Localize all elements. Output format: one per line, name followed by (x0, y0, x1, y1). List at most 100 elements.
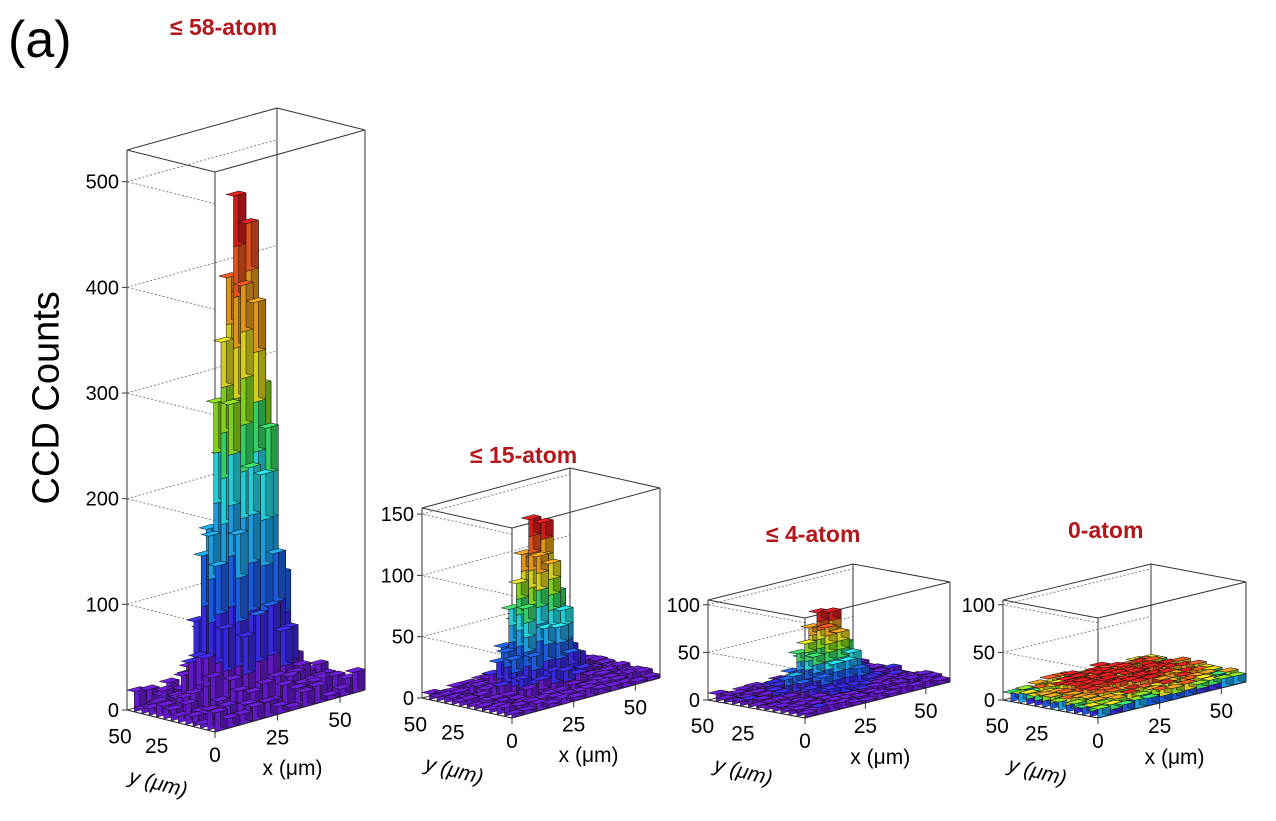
z-tick-label: 500 (86, 172, 119, 194)
y-axis-title: y (μm) (125, 765, 190, 802)
grid-line (421, 575, 513, 596)
bar (306, 680, 329, 705)
grid-line (1002, 651, 1099, 671)
title-15-atom: ≤ 15-atom (470, 442, 578, 468)
bar (1151, 685, 1173, 704)
z-tick-label: 100 (962, 595, 995, 617)
grid-line (126, 498, 216, 522)
y-tick-label: 25 (731, 723, 754, 746)
x-tick-label: 0 (799, 730, 811, 753)
box-edge (569, 467, 661, 489)
bar (319, 690, 341, 701)
grid-line (421, 513, 513, 535)
grid-line (421, 636, 513, 658)
z-tick-label: 50 (392, 627, 414, 649)
y-axis-title: y (μm) (710, 753, 775, 790)
grid-line (421, 535, 571, 576)
box-edge (421, 467, 571, 509)
z-tick-label: 100 (86, 594, 119, 616)
x-tick-label: 50 (328, 709, 351, 732)
bar (929, 676, 951, 686)
bar (627, 676, 648, 686)
lego-panel-3: 0 50 100 0 25 50 50 25 x (μm) y (μm) (962, 563, 1247, 790)
y-tick-label: 25 (1025, 723, 1048, 746)
y-tick-label: 50 (404, 713, 427, 736)
grid-line (126, 181, 216, 205)
x-tick-label: 0 (209, 744, 221, 767)
x-tick-label: 25 (1148, 715, 1171, 738)
x-tick-label: 25 (854, 715, 877, 738)
box-edge (1097, 581, 1247, 619)
grid-line (421, 473, 571, 515)
x-tick-label: 0 (506, 730, 518, 753)
x-tick-label: 25 (266, 727, 289, 750)
grid-line (126, 603, 216, 627)
x-tick-label: 50 (1210, 700, 1233, 723)
box-edge (421, 507, 513, 529)
x-tick-label: 25 (562, 713, 585, 736)
y-tick-label: 50 (985, 715, 1008, 738)
box-edge (214, 129, 366, 173)
y-tick-label: 25 (145, 735, 168, 758)
grid-line (707, 568, 854, 606)
y-tick-label: 50 (691, 715, 714, 738)
x-tick-label: 0 (1092, 730, 1104, 753)
x-axis-title: x (μm) (850, 746, 910, 769)
panel-label: (a) (8, 11, 72, 69)
z-tick-label: 0 (689, 690, 700, 712)
bar (516, 705, 537, 716)
z-tick-label: 300 (86, 383, 119, 405)
z-tick-label: 100 (667, 595, 700, 617)
title-4-atom: ≤ 4-atom (766, 521, 861, 547)
bar (1164, 683, 1185, 701)
grid-line (1002, 568, 1152, 606)
grid-line (707, 651, 806, 671)
bar (1225, 671, 1247, 686)
x-axis-title: x (μm) (559, 744, 619, 767)
y-axis-title: y (μm) (421, 752, 486, 789)
z-tick-label: 150 (381, 504, 414, 526)
box-edge (276, 107, 366, 131)
title-0-atom: 0-atom (1068, 517, 1144, 543)
grid-line (1002, 604, 1099, 624)
bar (1139, 693, 1160, 707)
bar (504, 709, 525, 719)
grid-line (421, 596, 571, 638)
bar (219, 713, 241, 729)
grid-line (1002, 615, 1152, 653)
bar (566, 692, 587, 702)
x-tick-label: 50 (914, 700, 937, 723)
box-edge (1002, 563, 1152, 601)
box-edge (707, 563, 854, 601)
bar (244, 701, 266, 722)
grid-line (126, 286, 216, 310)
box-edge (707, 599, 806, 619)
lego-panel-0: 0 100 200 300 400 500 0 25 50 50 25 x (μm) y (μm) (86, 107, 366, 802)
box-edge (126, 149, 216, 173)
bar (344, 667, 366, 694)
y-tick-label: 25 (441, 722, 464, 745)
box-edge (1150, 563, 1247, 583)
z-tick-label: 0 (108, 700, 119, 722)
box-edge (852, 563, 951, 583)
x-axis-title: x (μm) (1145, 746, 1205, 769)
x-axis-title: x (μm) (263, 757, 323, 780)
y-axis-title: y (μm) (1004, 753, 1069, 790)
z-tick-label: 0 (403, 688, 414, 710)
box-edge (1002, 599, 1099, 619)
grid-line (126, 392, 216, 416)
grid-line (707, 604, 806, 624)
z-tick-label: 200 (86, 489, 119, 511)
lego-panel-1: 0 50 100 150 0 25 50 50 25 x (μm) y (μm) (381, 467, 661, 789)
bar (905, 681, 927, 692)
z-tick-label: 50 (678, 642, 700, 664)
z-tick-label: 0 (984, 690, 995, 712)
box-edge (126, 107, 278, 151)
z-tick-label: 400 (86, 277, 119, 299)
bar (294, 686, 316, 708)
title-58-atom: ≤ 58-atom (170, 14, 278, 40)
z-tick-label: 50 (973, 642, 995, 664)
y-tick-label: 50 (108, 726, 131, 749)
lego-panel-2: 0 50 100 0 25 50 50 25 x (μm) y (μm) (667, 563, 951, 790)
